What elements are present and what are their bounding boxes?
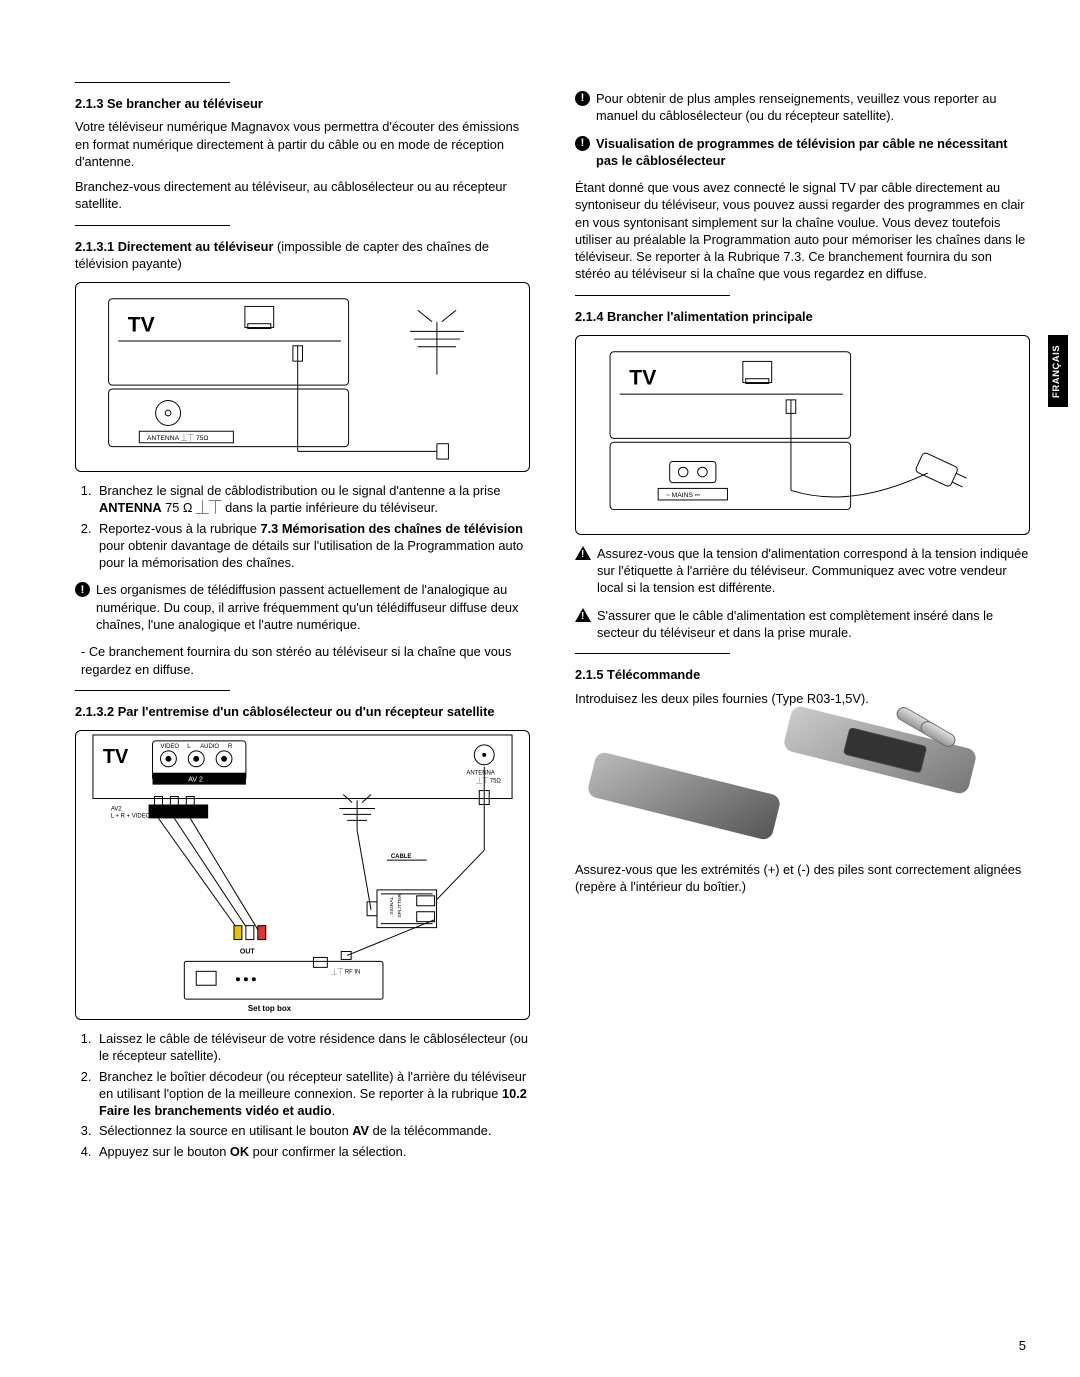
- paragraph: Assurez-vous que les extrémités (+) et (…: [575, 861, 1030, 896]
- list-item-text: 75 Ω ⏊⏉ dans la partie inférieure du tél…: [162, 500, 438, 515]
- paragraph: Votre téléviseur numérique Magnavox vous…: [75, 118, 530, 170]
- figure-tv-direct-svg: TV ANTENNA ⏊⏉ 75Ω: [86, 293, 519, 461]
- svg-text:AV 2: AV 2: [188, 777, 203, 784]
- separator: [575, 653, 730, 654]
- figure-tv-settop-svg: TV VIDEO L AUDIO R AV 2 AV2 L + R + VIDE…: [76, 731, 529, 1019]
- page-number: 5: [1019, 1337, 1026, 1355]
- note-body: Pour obtenir de plus amples renseignemen…: [596, 90, 1030, 125]
- note-body: Visualisation de programmes de télévisio…: [596, 135, 1030, 170]
- svg-text:L: L: [187, 744, 191, 750]
- right-column: ! Pour obtenir de plus amples renseignem…: [575, 70, 1030, 1168]
- svg-text:SIGNAL: SIGNAL: [389, 896, 395, 914]
- note-text: Les organismes de télédiffusion passent …: [96, 582, 518, 632]
- list-item-text: Branchez le boîtier décodeur (ou récepte…: [99, 1069, 526, 1101]
- heading-2-1-3: 2.1.3 Se brancher au téléviseur: [75, 95, 530, 112]
- figure-remote: [575, 719, 1030, 849]
- language-side-tab-label: FRANÇAIS: [1052, 344, 1065, 397]
- separator: [75, 225, 230, 226]
- note-subtext: - Ce branchement fournira du son stéréo …: [81, 643, 530, 678]
- list-item: Laissez le câble de téléviseur de votre …: [95, 1030, 530, 1065]
- note-body-text: Étant donné que vous avez connecté le si…: [575, 179, 1030, 283]
- ordered-list-2-1-3-2: Laissez le câble de téléviseur de votre …: [75, 1030, 530, 1160]
- paragraph: Branchez-vous directement au téléviseur,…: [75, 178, 530, 213]
- warning-block: S'assurer que le câble d'alimentation es…: [575, 607, 1030, 642]
- list-item-bold: AV: [352, 1123, 369, 1138]
- list-item-text: Branchez le signal de câblodistribution …: [99, 483, 501, 498]
- note-heading: Visualisation de programmes de télévisio…: [596, 135, 1030, 170]
- list-item-text: de la télécommande.: [369, 1123, 491, 1138]
- note-block: ! Visualisation de programmes de télévis…: [575, 135, 1030, 170]
- figure-mains-svg: TV ~ MAINS ⎓: [586, 346, 1019, 524]
- note-block: ! Pour obtenir de plus amples renseignem…: [575, 90, 1030, 125]
- info-icon: !: [575, 91, 590, 106]
- separator: [75, 690, 230, 691]
- warning-body: S'assurer que le câble d'alimentation es…: [597, 607, 1030, 642]
- list-item-bold: OK: [230, 1144, 249, 1159]
- svg-text:VIDEO: VIDEO: [160, 744, 179, 750]
- ordered-list-2-1-3-1: Branchez le signal de câblodistribution …: [75, 482, 530, 571]
- paragraph: Introduisez les deux piles fournies (Typ…: [575, 690, 1030, 707]
- list-item-text: .: [332, 1103, 336, 1118]
- separator: [75, 82, 230, 83]
- svg-text:Set top box: Set top box: [248, 1004, 292, 1013]
- note-block: ! Les organismes de télédiffusion passen…: [75, 581, 530, 633]
- separator: [575, 295, 730, 296]
- svg-text:TV: TV: [103, 746, 129, 768]
- list-item-text: Appuyez sur le bouton: [99, 1144, 230, 1159]
- list-item: Reportez-vous à la rubrique 7.3 Mémorisa…: [95, 520, 530, 572]
- heading-2-1-3-1-bold: 2.1.3.1 Directement au téléviseur: [75, 239, 273, 254]
- list-item: Sélectionnez la source en utilisant le b…: [95, 1122, 530, 1139]
- svg-text:L + R + VIDEO: L + R + VIDEO: [111, 813, 151, 819]
- note-body: Les organismes de télédiffusion passent …: [96, 581, 530, 633]
- list-item-bold: 7.3 Mémorisation des chaînes de télévisi…: [260, 521, 522, 536]
- list-item-text: Reportez-vous à la rubrique: [99, 521, 260, 536]
- figure-tv-settop: TV VIDEO L AUDIO R AV 2 AV2 L + R + VIDE…: [75, 730, 530, 1020]
- list-item: Branchez le signal de câblodistribution …: [95, 482, 530, 517]
- svg-text:ANTENNA: ANTENNA: [466, 771, 494, 777]
- svg-text:ANTENNA ⏊⏉ 75Ω: ANTENNA ⏊⏉ 75Ω: [147, 433, 208, 442]
- svg-text:R: R: [228, 744, 233, 750]
- remote-back: [782, 704, 977, 795]
- svg-text:TV: TV: [629, 366, 656, 389]
- two-column-layout: 2.1.3 Se brancher au téléviseur Votre té…: [75, 70, 1030, 1168]
- list-item-bold: ANTENNA: [99, 500, 162, 515]
- left-column: 2.1.3 Se brancher au téléviseur Votre té…: [75, 70, 530, 1168]
- svg-text:AV2: AV2: [111, 806, 122, 812]
- tv-label: TV: [128, 314, 155, 337]
- svg-text:CABLE: CABLE: [391, 854, 411, 860]
- svg-text:AUDIO: AUDIO: [200, 744, 219, 750]
- info-icon: !: [575, 136, 590, 151]
- figure-tv-direct: TV ANTENNA ⏊⏉ 75Ω: [75, 282, 530, 472]
- heading-2-1-4: 2.1.4 Brancher l'alimentation principale: [575, 308, 1030, 325]
- warning-icon: [575, 546, 591, 560]
- svg-text:SPLITTER: SPLITTER: [397, 894, 403, 918]
- svg-text:~ MAINS ⎓: ~ MAINS ⎓: [666, 492, 701, 499]
- warning-icon: [575, 608, 591, 622]
- list-item-text: Sélectionnez la source en utilisant le b…: [99, 1123, 352, 1138]
- list-item-text: pour obtenir davantage de détails sur l'…: [99, 538, 523, 570]
- list-item: Appuyez sur le bouton OK pour confirmer …: [95, 1143, 530, 1160]
- list-item: Branchez le boîtier décodeur (ou récepte…: [95, 1068, 530, 1120]
- figure-mains: TV ~ MAINS ⎓: [575, 335, 1030, 535]
- svg-text:⏊⏉ RF IN: ⏊⏉ RF IN: [331, 967, 360, 975]
- remote-front: [586, 750, 781, 841]
- heading-2-1-3-2: 2.1.3.2 Par l'entremise d'un câblosélect…: [75, 703, 530, 720]
- info-icon: !: [75, 582, 90, 597]
- warning-body: Assurez-vous que la tension d'alimentati…: [597, 545, 1030, 597]
- svg-text:OUT: OUT: [240, 949, 255, 956]
- list-item-text: pour confirmer la sélection.: [249, 1144, 406, 1159]
- svg-text:⏊⏉ 75Ω: ⏊⏉ 75Ω: [476, 777, 501, 785]
- warning-block: Assurez-vous que la tension d'alimentati…: [575, 545, 1030, 597]
- language-side-tab: FRANÇAIS: [1048, 335, 1068, 407]
- heading-2-1-5: 2.1.5 Télécommande: [575, 666, 1030, 683]
- heading-2-1-3-1: 2.1.3.1 Directement au téléviseur (impos…: [75, 238, 530, 273]
